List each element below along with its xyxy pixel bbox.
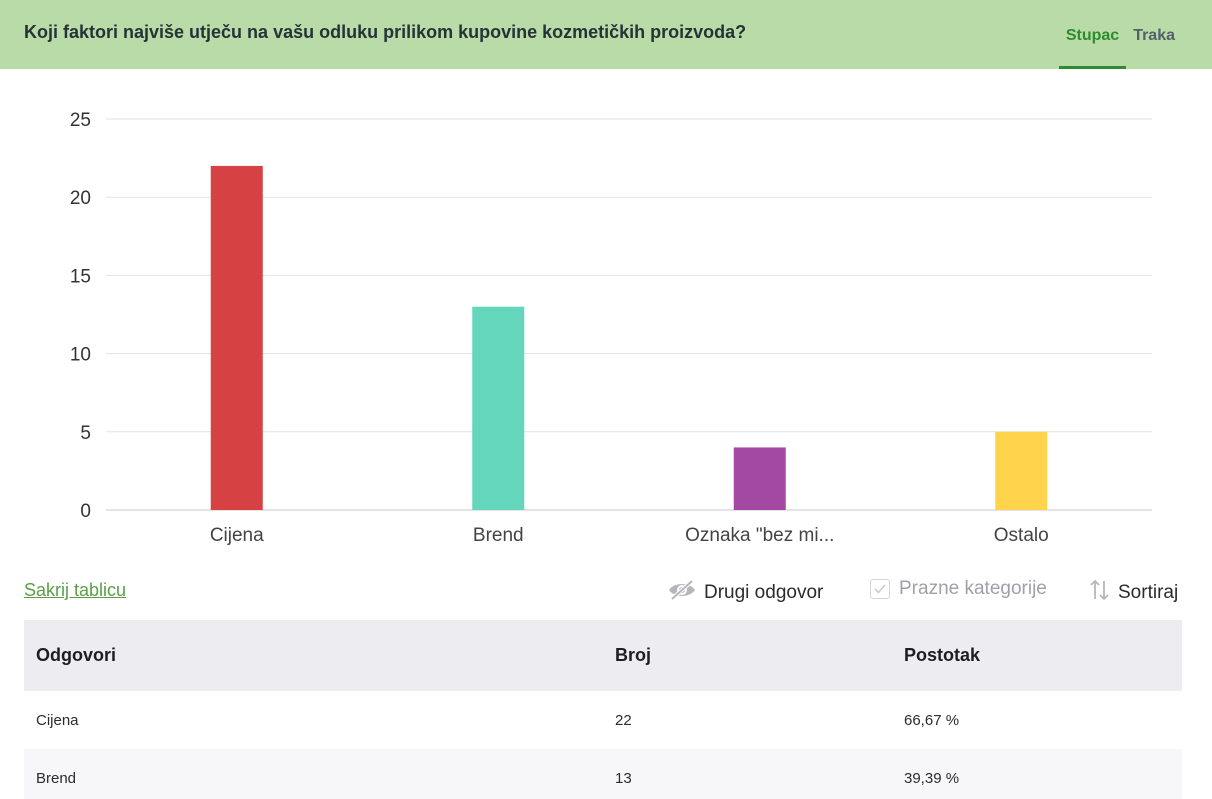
sort-icon <box>1088 578 1112 608</box>
y-tick-label: 0 <box>80 501 91 522</box>
question-header: Koji faktori najviše utječu na vašu odlu… <box>0 0 1212 69</box>
y-tick-label: 20 <box>70 188 91 209</box>
bar <box>210 165 263 511</box>
row-answer: Cijena <box>36 711 79 729</box>
results-table: Odgovori Broj Postotak Cijena 22 66,67 %… <box>24 620 1182 799</box>
chart-type-tabs: Stupac Traka <box>1058 0 1182 69</box>
question-title: Koji faktori najviše utječu na vašu odlu… <box>24 22 747 42</box>
row-percent: 66,67 % <box>904 711 960 729</box>
x-tick-label: Oznaka "bez mi... <box>685 525 834 546</box>
table-row: Brend 13 39,39 % <box>24 749 1182 799</box>
sort-button[interactable]: Sortiraj <box>1088 578 1178 608</box>
row-count: 13 <box>615 769 632 787</box>
bar <box>733 447 786 510</box>
y-tick-label: 15 <box>70 266 91 287</box>
table-row: Cijena 22 66,67 % <box>24 691 1182 749</box>
hide-table-link[interactable]: Sakrij tablicu <box>24 580 127 600</box>
tab-stupac[interactable]: Stupac <box>1058 0 1127 69</box>
row-count: 22 <box>615 711 632 729</box>
y-tick-label: 5 <box>80 423 91 444</box>
sort-label: Sortiraj <box>1118 582 1179 603</box>
bar-chart-svg: 0 5 10 15 20 25 Cijena Brend Oznaka "bez mi... Os… <box>70 110 1152 546</box>
bar <box>472 306 525 510</box>
empty-categories-label: Prazne kategorije <box>899 578 1047 599</box>
y-tick-label: 10 <box>70 345 91 366</box>
bar <box>995 431 1048 510</box>
x-tick-label: Ostalo <box>994 525 1049 546</box>
table-controls: Sakrij tablicu Drugi odgovor Prazne kate… <box>0 570 1212 614</box>
other-answer-toggle[interactable]: Drugi odgovor <box>666 578 823 608</box>
x-tick-label: Brend <box>473 525 524 546</box>
header-answers: Odgovori <box>36 645 116 665</box>
other-answer-label: Drugi odgovor <box>704 582 824 603</box>
empty-categories-checkbox[interactable]: Prazne kategorije <box>870 578 1047 600</box>
header-count: Broj <box>615 645 651 665</box>
tab-traka[interactable]: Traka <box>1133 27 1175 44</box>
y-tick-label: 25 <box>70 110 91 131</box>
eye-slash-icon <box>666 578 698 608</box>
table-header-row: Odgovori Broj Postotak <box>24 620 1182 691</box>
row-answer: Brend <box>36 769 77 787</box>
header-percent: Postotak <box>904 645 981 665</box>
checkbox-icon <box>870 579 890 599</box>
bar-chart: 0 5 10 15 20 25 Cijena Brend Oznaka "bez mi... Os… <box>0 69 1212 559</box>
x-tick-label: Cijena <box>210 525 264 546</box>
row-percent: 39,39 % <box>904 769 960 787</box>
